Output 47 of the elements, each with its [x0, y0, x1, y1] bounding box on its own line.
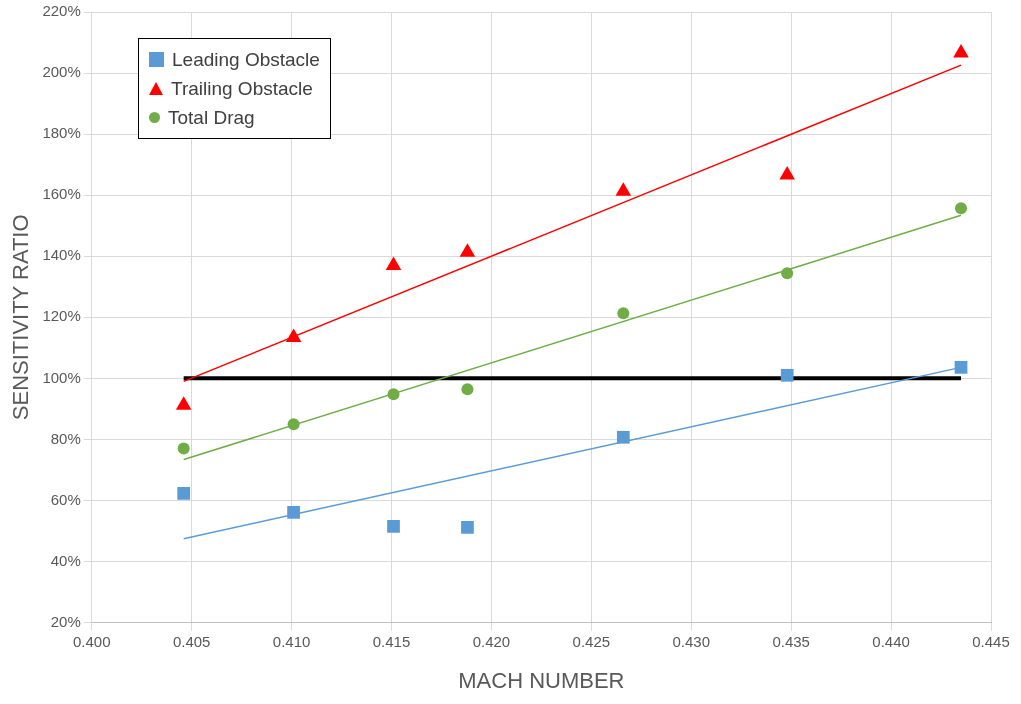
x-axis-title: MACH NUMBER	[458, 667, 625, 693]
point	[781, 267, 794, 280]
y-tick-label: 200%	[42, 63, 81, 81]
y-tick-label: 40%	[50, 551, 81, 569]
point	[287, 506, 300, 519]
point	[954, 361, 968, 374]
y-tick-label: 120%	[42, 307, 81, 325]
x-tick-label: 0.445	[972, 632, 1010, 650]
legend-label: Total Drag	[168, 106, 255, 129]
point	[955, 202, 968, 215]
y-axis-title: SENSITIVITY RATIO	[8, 214, 34, 421]
x-tick-label: 0.440	[872, 632, 910, 650]
point	[285, 328, 302, 342]
y-tick-label: 140%	[42, 246, 81, 264]
legend-label: Leading Obstacle	[172, 48, 320, 71]
point	[177, 487, 191, 500]
y-tick-label: 180%	[42, 124, 81, 142]
point	[175, 396, 192, 410]
y-tick-label: 220%	[42, 2, 81, 20]
point	[459, 243, 476, 257]
point	[615, 182, 632, 196]
y-tick-label: 20%	[50, 612, 81, 630]
point	[385, 256, 402, 270]
x-tick-label: 0.415	[372, 632, 411, 650]
x-tick-label: 0.430	[672, 632, 711, 650]
x-tick-label: 0.405	[172, 632, 211, 650]
point	[461, 383, 474, 396]
point	[287, 418, 300, 431]
point	[953, 43, 969, 58]
point	[780, 368, 794, 382]
x-tick-label: 0.410	[272, 632, 311, 650]
x-tick-label: 0.435	[772, 632, 810, 650]
x-tick-label: 0.420	[472, 632, 511, 650]
point	[779, 166, 795, 180]
point	[617, 307, 630, 320]
y-tick-label: 160%	[42, 185, 81, 203]
y-tick-label: 100%	[42, 368, 81, 386]
x-tick-label: 0.425	[572, 632, 611, 650]
legend-label: Trailing Obstacle	[171, 77, 313, 100]
x-tick-label: 0.400	[72, 632, 111, 650]
point	[387, 388, 400, 401]
y-tick-label: 80%	[50, 429, 81, 447]
y-tick-label: 60%	[50, 490, 81, 508]
point	[616, 430, 630, 444]
point	[461, 520, 474, 534]
point	[387, 520, 400, 533]
point	[177, 442, 190, 455]
